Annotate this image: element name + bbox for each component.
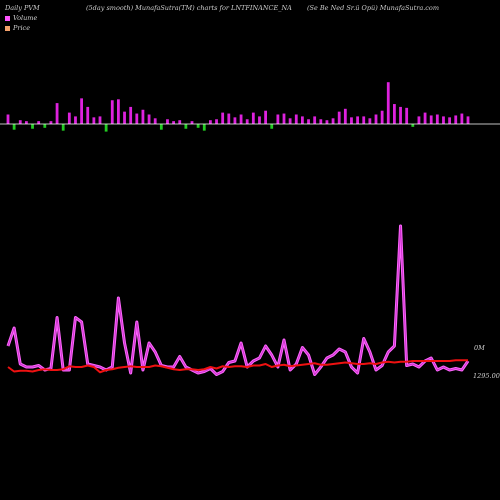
volume-bar xyxy=(325,120,329,124)
volume-bar xyxy=(294,114,298,124)
volume-bar xyxy=(80,98,83,124)
volume-bar xyxy=(460,113,464,124)
legend-label-price: Price xyxy=(13,24,31,32)
volume-bar xyxy=(251,112,255,124)
volume-bar xyxy=(356,116,359,124)
series-lines xyxy=(6,224,470,376)
legend-item-volume: Volume xyxy=(5,13,37,23)
volume-bar xyxy=(6,114,10,124)
volume-bar xyxy=(117,99,120,124)
volume-bar xyxy=(190,121,194,124)
volume-bar xyxy=(331,118,335,124)
volume-bar xyxy=(110,100,114,124)
volume-bar xyxy=(435,114,439,124)
volume-bar xyxy=(153,118,157,124)
volume-bar xyxy=(307,119,310,124)
volume-bar xyxy=(37,121,41,124)
volume-bar xyxy=(31,124,34,129)
volume-bar xyxy=(159,124,163,130)
volume-bars xyxy=(6,82,470,132)
volume-bar xyxy=(276,114,280,124)
header-title: Daily PVM xyxy=(5,4,40,12)
legend-swatch-volume xyxy=(5,15,10,21)
volume-bar xyxy=(141,109,145,124)
volume-bar xyxy=(429,115,433,124)
volume-bar xyxy=(350,117,353,124)
volume-bar xyxy=(319,119,323,124)
price-series-line xyxy=(7,359,468,374)
volume-bar xyxy=(288,118,292,124)
volume-bar xyxy=(147,114,151,124)
volume-bar xyxy=(18,120,22,124)
volume-bar xyxy=(209,120,212,124)
volume-bar xyxy=(374,114,378,124)
volume-bar xyxy=(74,116,77,124)
volume-bar xyxy=(172,121,175,124)
volume-bar xyxy=(448,117,451,124)
volume-bar xyxy=(129,106,133,124)
volume-bar xyxy=(368,118,372,124)
volume-bar xyxy=(43,124,47,128)
volume-bar xyxy=(380,110,384,124)
volume-bar xyxy=(227,113,231,124)
volume-bar xyxy=(301,116,304,124)
volume-bar xyxy=(411,124,415,127)
legend: Volume Price xyxy=(5,13,37,33)
volume-bar xyxy=(270,124,274,129)
volume-bar xyxy=(86,106,90,124)
volume-bar xyxy=(196,124,200,128)
volume-bar xyxy=(92,117,96,124)
header-subtitle: (5day smooth) MunafaSutra(TM) charts for… xyxy=(86,4,292,12)
volume-bar xyxy=(104,124,108,132)
volume-bar xyxy=(282,113,286,124)
legend-swatch-price xyxy=(5,25,10,31)
volume-bar xyxy=(393,104,396,124)
volume-bar xyxy=(221,112,225,124)
volume-bar xyxy=(362,116,366,124)
legend-label-volume: Volume xyxy=(13,14,38,22)
volume-bar xyxy=(202,124,206,131)
volume-bar xyxy=(67,112,71,124)
price-axis-label: 1295.00 xyxy=(473,372,500,380)
volume-bar xyxy=(313,116,317,124)
volume-bar xyxy=(245,119,249,124)
volume-bar xyxy=(454,115,458,124)
volume-axis-label: 0M xyxy=(474,344,485,352)
header-source: (Se Be Ned Sr.ü Opü) MunafaSutra.com xyxy=(307,4,439,12)
volume-bar xyxy=(264,110,267,124)
volume-bar xyxy=(466,116,470,124)
volume-bar xyxy=(55,103,59,124)
volume-bar xyxy=(123,111,126,124)
chart-header: Daily PVM (5day smooth) MunafaSutra(TM) … xyxy=(0,0,500,12)
volume-bar xyxy=(258,116,261,124)
volume-bar xyxy=(61,124,65,131)
volume-bar xyxy=(442,116,445,124)
volume-bar xyxy=(184,124,188,129)
volume-bar xyxy=(423,112,427,124)
volume-bar xyxy=(12,124,16,130)
volume-bar xyxy=(233,117,237,124)
volume-bar xyxy=(49,121,53,124)
volume-bar xyxy=(343,108,347,124)
volume-bar xyxy=(178,120,182,124)
volume-bar xyxy=(417,116,421,124)
volume-bar xyxy=(166,119,169,124)
volume-series-line-core xyxy=(7,225,469,375)
volume-bar xyxy=(25,121,28,124)
volume-bar xyxy=(386,82,390,124)
volume-bar xyxy=(98,116,102,124)
volume-bar xyxy=(215,119,218,124)
volume-bar xyxy=(337,111,341,124)
legend-item-price: Price xyxy=(5,23,37,33)
volume-bar xyxy=(399,106,402,124)
volume-bar xyxy=(239,114,243,124)
volume-bar xyxy=(135,113,139,124)
volume-bar xyxy=(405,107,409,124)
